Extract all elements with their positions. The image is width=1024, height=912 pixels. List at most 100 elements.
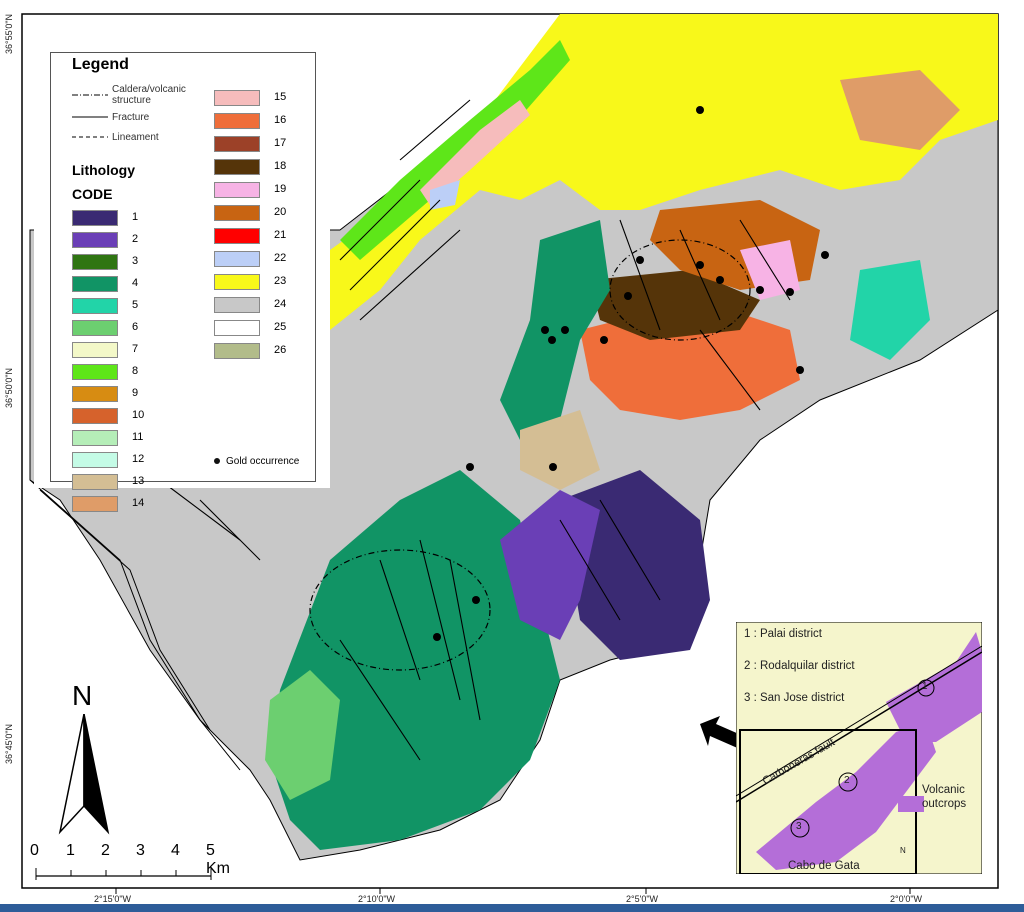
legend-code: 15 bbox=[274, 91, 287, 103]
unit-23-belt bbox=[330, 14, 998, 330]
legend-line-label: Caldera/volcanic structure bbox=[112, 84, 186, 106]
legend-swatch bbox=[72, 430, 118, 446]
inset-volcanic-label: outcrops bbox=[922, 798, 967, 810]
legend-code: 4 bbox=[132, 277, 139, 289]
unit-19-central bbox=[740, 240, 800, 300]
lon-label-4: 2°0'0"W bbox=[890, 894, 923, 904]
legend-swatch bbox=[72, 474, 118, 490]
lon-ticks bbox=[115, 888, 911, 894]
legend-swatch bbox=[72, 254, 118, 270]
lat-label-low: 36°45'0"N bbox=[4, 723, 14, 764]
inset-place-label: Cabo de Gata bbox=[788, 860, 860, 872]
caldera-structure bbox=[309, 549, 491, 671]
legend-code: 26 bbox=[274, 344, 287, 356]
legend-code: 7 bbox=[132, 343, 139, 355]
legend-code: 23 bbox=[274, 275, 287, 287]
legend-code: 10 bbox=[132, 409, 145, 421]
legend-swatch bbox=[214, 136, 260, 152]
legend-code: 17 bbox=[274, 137, 287, 149]
unit-8-strip bbox=[340, 40, 570, 260]
inset-volcanic-2 bbox=[756, 722, 936, 870]
legend-swatch bbox=[214, 182, 260, 198]
unit-4-sw bbox=[270, 470, 560, 850]
legend-line-label: Fracture bbox=[112, 112, 150, 123]
legend-code: 16 bbox=[274, 114, 287, 126]
bottom-bar bbox=[0, 904, 1024, 912]
scale-tick: 0 bbox=[30, 842, 39, 859]
unit-5-east bbox=[850, 260, 930, 360]
carboneras-fault bbox=[736, 651, 982, 803]
inset-circle-label: 3 bbox=[796, 821, 802, 832]
legend-swatch bbox=[214, 228, 260, 244]
legend-swatch bbox=[72, 386, 118, 402]
lithology-heading: Lithology bbox=[72, 162, 135, 178]
north-label: N bbox=[72, 680, 93, 711]
legend-code: 24 bbox=[274, 298, 287, 310]
legend-line-lineament: Lineament bbox=[72, 132, 159, 143]
legend-code: 12 bbox=[132, 453, 145, 465]
lon-label-1: 2°15'0"W bbox=[94, 894, 132, 904]
legend-line-label: Lineament bbox=[112, 132, 159, 143]
inset-district-2: 2 : Rodalquilar district bbox=[744, 660, 855, 672]
scale-tick: 2 bbox=[101, 842, 110, 859]
legend-line-fracture: Fracture bbox=[72, 112, 149, 123]
lat-label-mid: 36°50'0"N bbox=[4, 367, 14, 408]
legend-swatch bbox=[214, 90, 260, 106]
scale-tick: 1 bbox=[66, 842, 75, 859]
gold-occurrences bbox=[433, 106, 829, 641]
unit-6-sw bbox=[265, 670, 340, 800]
unit-4-mid bbox=[500, 220, 610, 440]
inset-district-1: 1 : Palai district bbox=[744, 628, 822, 640]
carboneras-fault bbox=[736, 645, 982, 797]
legend-title: Legend bbox=[72, 56, 129, 73]
legend-code: 18 bbox=[274, 160, 287, 172]
legend-code: 21 bbox=[274, 229, 287, 241]
unit-14-patch bbox=[840, 70, 960, 150]
lon-label-3: 2°5'0"W bbox=[626, 894, 659, 904]
unit-15-strip bbox=[420, 100, 530, 205]
coast-road bbox=[29, 479, 241, 771]
legend-swatch bbox=[72, 408, 118, 424]
legend-swatch bbox=[72, 210, 118, 226]
legend-code: 3 bbox=[132, 255, 139, 267]
legend-code: 22 bbox=[274, 252, 287, 264]
scale-tick: 5 Km bbox=[206, 842, 230, 877]
legend-swatch bbox=[72, 364, 118, 380]
unit-18-central bbox=[590, 270, 760, 340]
legend-code: 13 bbox=[132, 475, 145, 487]
legend-swatch bbox=[72, 452, 118, 468]
unit-13-se bbox=[520, 410, 600, 490]
inset-volcanic-label: Volcanic bbox=[922, 784, 965, 796]
legend-code: 2 bbox=[132, 233, 139, 245]
legend-code: 1 bbox=[132, 211, 139, 223]
fractures bbox=[159, 99, 791, 761]
legend-code: 6 bbox=[132, 321, 139, 333]
inset-circle bbox=[838, 772, 858, 792]
inset-circle bbox=[917, 679, 935, 697]
legend-swatch bbox=[214, 159, 260, 175]
legend-swatch bbox=[72, 298, 118, 314]
legend-code: 9 bbox=[132, 387, 139, 399]
scale-tick: 3 bbox=[136, 842, 145, 859]
legend-code: 14 bbox=[132, 497, 145, 509]
legend-code: 19 bbox=[274, 183, 287, 195]
legend-gold: Gold occurrence bbox=[214, 456, 299, 467]
legend-swatch bbox=[72, 320, 118, 336]
legend-swatch bbox=[214, 320, 260, 336]
code-heading: CODE bbox=[72, 186, 113, 202]
legend-code: 5 bbox=[132, 299, 139, 311]
scale-tick: 4 bbox=[171, 842, 180, 859]
legend-swatch bbox=[214, 343, 260, 359]
gold-dot-icon bbox=[214, 458, 220, 465]
legend-swatch bbox=[214, 297, 260, 313]
legend-swatch bbox=[214, 251, 260, 267]
legend-code: 11 bbox=[132, 431, 144, 443]
lat-label-top: 36°55'0"N bbox=[4, 13, 14, 54]
legend-code: 8 bbox=[132, 365, 139, 377]
caldera-structure bbox=[609, 239, 751, 341]
inset-legend-swatch bbox=[898, 796, 924, 812]
inset-map: 1 : Palai district 2 : Rodalquilar distr… bbox=[736, 622, 982, 874]
inset-north-label: N bbox=[900, 846, 906, 855]
legend-code: 20 bbox=[274, 206, 287, 218]
